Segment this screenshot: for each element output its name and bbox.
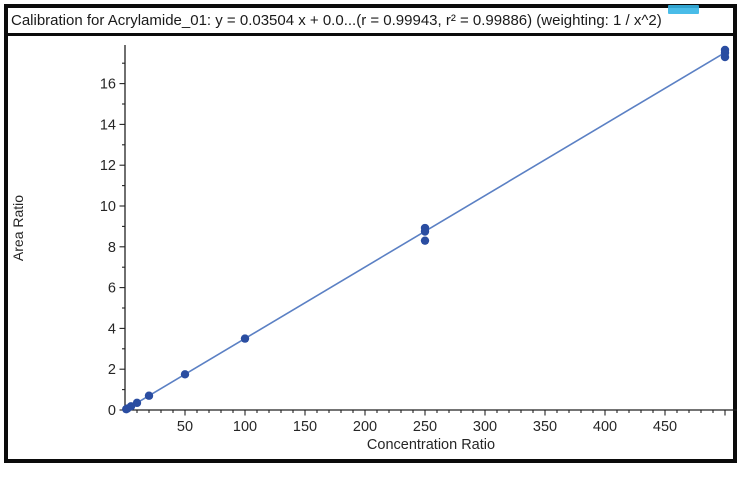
x-axis-title: Concentration Ratio bbox=[366, 437, 496, 453]
x-tick-label: 450 bbox=[653, 419, 677, 435]
x-tick-label: 50 bbox=[177, 419, 193, 435]
data-point[interactable] bbox=[132, 398, 142, 408]
y-tick-label: 0 bbox=[108, 403, 116, 419]
data-point[interactable] bbox=[240, 334, 250, 343]
calibration-title: Calibration for Acrylamide_01: y = 0.035… bbox=[11, 12, 662, 29]
data-point[interactable] bbox=[420, 236, 430, 245]
plot-frame: Calibration for Acrylamide_01: y = 0.035… bbox=[4, 4, 737, 463]
x-tick-label: 350 bbox=[533, 419, 557, 435]
data-point[interactable] bbox=[144, 391, 154, 400]
x-tick-label: 150 bbox=[293, 419, 317, 435]
x-tick-label: 300 bbox=[473, 419, 497, 435]
y-tick-label: 16 bbox=[100, 77, 116, 93]
data-point[interactable] bbox=[420, 223, 430, 233]
y-axis-title: Area Ratio bbox=[10, 194, 26, 262]
y-tick-label: 10 bbox=[100, 199, 116, 215]
x-tick-label: 200 bbox=[353, 419, 377, 435]
x-tick-label: 100 bbox=[233, 419, 257, 435]
data-point[interactable] bbox=[180, 370, 190, 379]
y-tick-label: 12 bbox=[100, 158, 116, 174]
data-point[interactable] bbox=[720, 45, 730, 55]
y-tick-label: 14 bbox=[100, 117, 116, 133]
y-tick-label: 4 bbox=[108, 321, 116, 337]
y-tick-label: 8 bbox=[108, 240, 116, 256]
selection-highlight bbox=[668, 5, 699, 14]
title-bar: Calibration for Acrylamide_01: y = 0.035… bbox=[8, 8, 733, 36]
y-tick-label: 6 bbox=[108, 281, 116, 297]
y-tick-label: 2 bbox=[108, 362, 116, 378]
x-tick-label: 400 bbox=[593, 419, 617, 435]
x-tick-label: 250 bbox=[413, 419, 437, 435]
